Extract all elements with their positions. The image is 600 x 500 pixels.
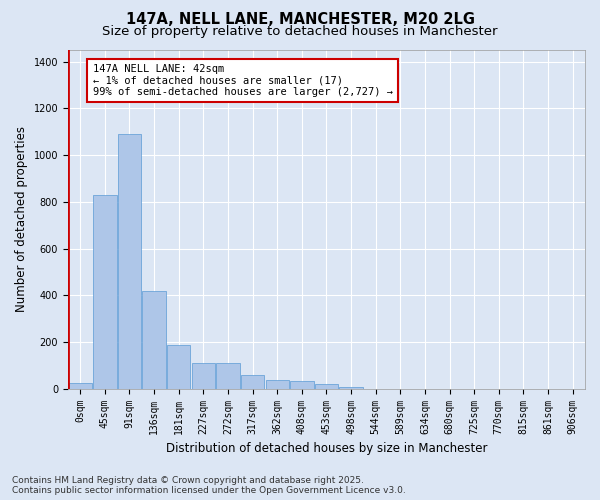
Bar: [315, 384, 338, 388]
Bar: [216, 364, 239, 388]
Bar: [142, 290, 166, 388]
Text: Contains HM Land Registry data © Crown copyright and database right 2025.
Contai: Contains HM Land Registry data © Crown c…: [12, 476, 406, 495]
X-axis label: Distribution of detached houses by size in Manchester: Distribution of detached houses by size …: [166, 442, 487, 455]
Text: Size of property relative to detached houses in Manchester: Size of property relative to detached ho…: [102, 25, 498, 38]
Bar: [241, 374, 264, 388]
Bar: [340, 387, 363, 388]
Bar: [68, 383, 92, 388]
Text: 147A, NELL LANE, MANCHESTER, M20 2LG: 147A, NELL LANE, MANCHESTER, M20 2LG: [125, 12, 475, 26]
Text: 147A NELL LANE: 42sqm
← 1% of detached houses are smaller (17)
99% of semi-detac: 147A NELL LANE: 42sqm ← 1% of detached h…: [92, 64, 392, 97]
Bar: [191, 364, 215, 388]
Bar: [266, 380, 289, 388]
Bar: [290, 380, 314, 388]
Y-axis label: Number of detached properties: Number of detached properties: [15, 126, 28, 312]
Bar: [118, 134, 141, 388]
Bar: [167, 346, 190, 389]
Bar: [93, 195, 116, 388]
